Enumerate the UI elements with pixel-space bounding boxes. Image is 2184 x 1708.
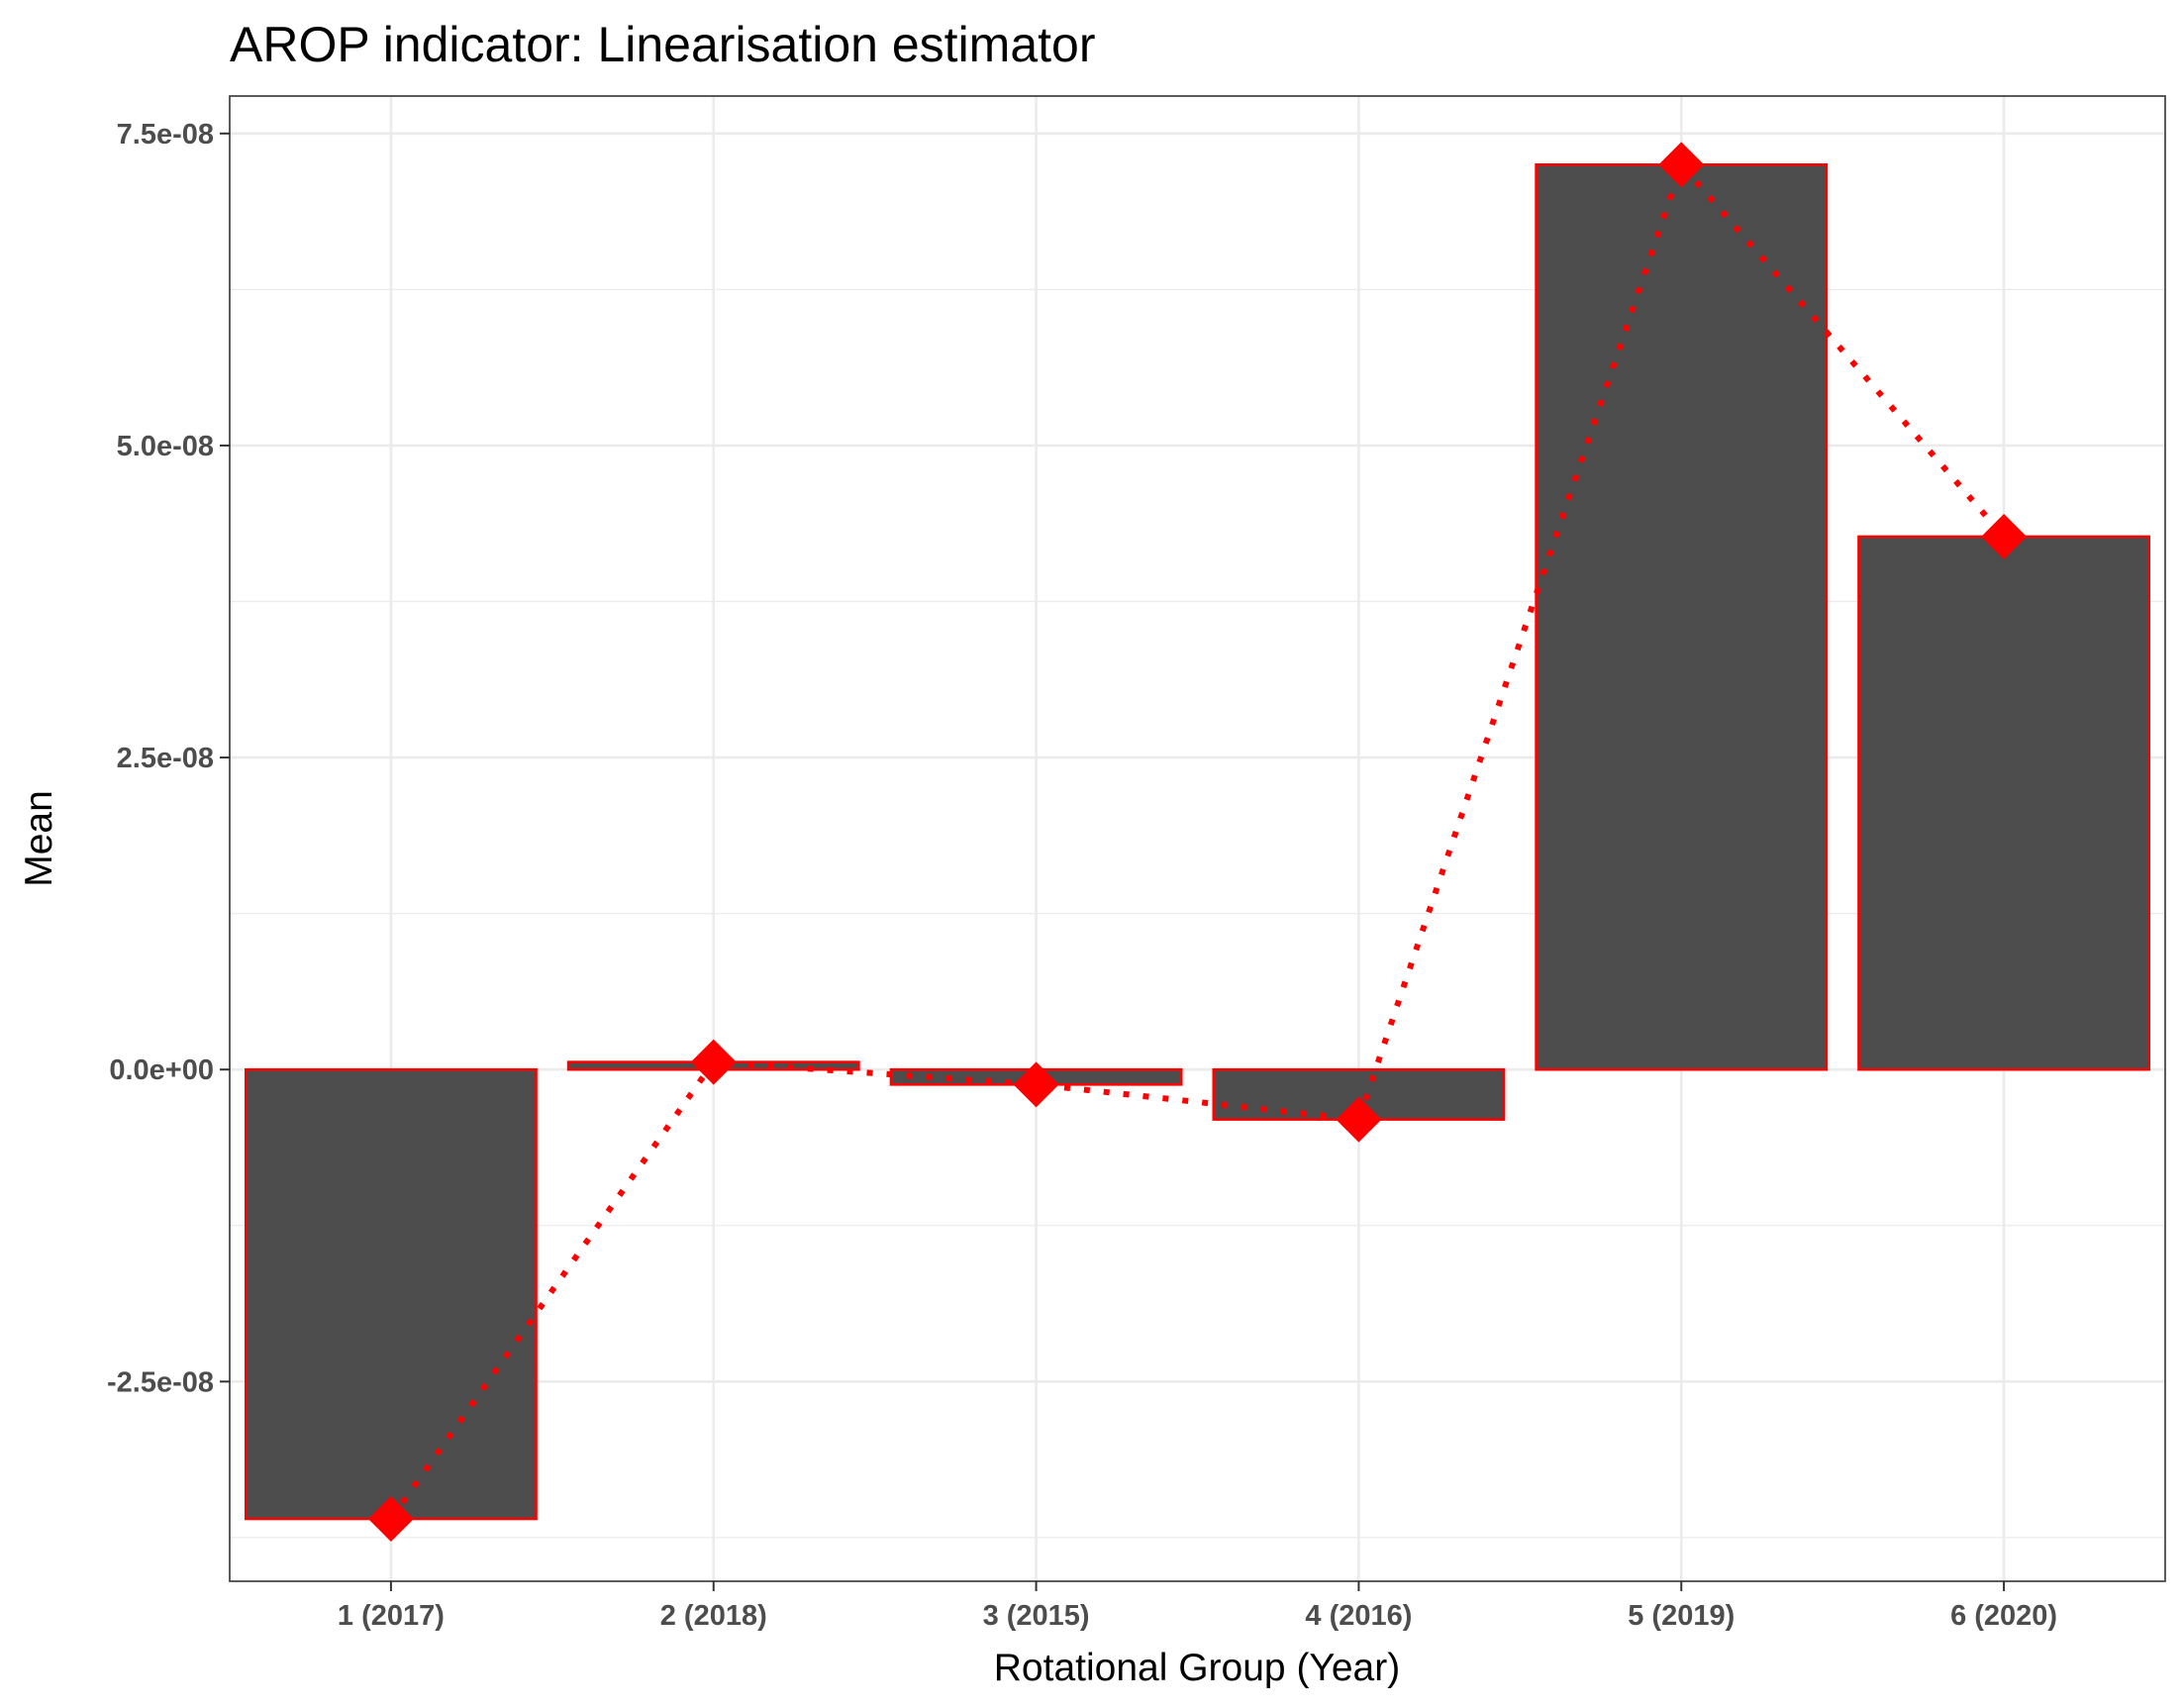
y-tick-label: 2.5e-08 xyxy=(117,743,214,774)
x-tick-label: 5 (2019) xyxy=(1628,1600,1735,1632)
x-tick-label: 1 (2017) xyxy=(338,1600,445,1632)
chart-title: AROP indicator: Linearisation estimator xyxy=(230,17,1096,72)
x-tick-label: 3 (2015) xyxy=(983,1600,1090,1632)
panel-border xyxy=(229,95,2166,1582)
y-axis-title: Mean xyxy=(18,790,60,887)
x-axis: 1 (2017) 2 (2018) 3 (2015) 4 (2016) 5 (2019)… xyxy=(338,1581,2057,1632)
plot-panel xyxy=(230,96,2165,1581)
y-tick-label: 5.0e-08 xyxy=(117,431,214,462)
y-tick-label: 0.0e+00 xyxy=(109,1055,214,1086)
y-axis: -2.5e-08 0.0e+00 2.5e-08 5.0e-08 7.5e-08 xyxy=(107,119,230,1398)
bar xyxy=(1857,535,2151,1071)
data-point-marker xyxy=(367,1495,414,1542)
y-tick-label: -2.5e-08 xyxy=(107,1366,214,1398)
grid-minor xyxy=(230,288,2165,1539)
data-point-marker xyxy=(1336,1096,1382,1143)
data-point-marker xyxy=(1013,1061,1059,1108)
x-tick-label: 4 (2016) xyxy=(1305,1600,1412,1632)
data-point-marker xyxy=(690,1039,737,1085)
data-point-marker xyxy=(1981,513,2028,559)
bars xyxy=(244,163,2151,1521)
bar xyxy=(1535,163,1829,1071)
x-tick-label: 6 (2020) xyxy=(1950,1600,2057,1632)
x-tick-label: 2 (2018) xyxy=(660,1600,767,1632)
markers xyxy=(367,142,2028,1542)
data-point-marker xyxy=(1658,142,1705,188)
x-axis-title: Rotational Group (Year) xyxy=(994,1647,1400,1689)
bar xyxy=(244,1067,538,1521)
y-tick-label: 7.5e-08 xyxy=(117,119,214,151)
